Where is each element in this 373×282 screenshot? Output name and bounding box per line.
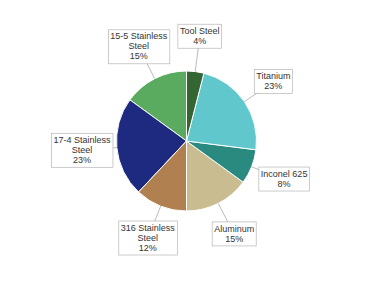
wedge <box>187 71 204 141</box>
data-label-line: 15% <box>130 52 148 62</box>
data-label: 316 StainlessSteel12% <box>121 223 176 253</box>
data-label-line: Steel <box>72 145 93 155</box>
labels: 15-5 StainlessSteel15%17-4 StainlessStee… <box>51 24 309 255</box>
data-label: 15-5 StainlessSteel15% <box>110 32 168 62</box>
data-label-line: 12% <box>139 243 157 253</box>
data-label-line: Aluminum <box>214 224 254 234</box>
label-box <box>259 167 310 191</box>
label-box <box>212 222 256 246</box>
chart: 15-5 StainlessSteel15%17-4 StainlessStee… <box>0 0 373 282</box>
wedges <box>117 71 257 211</box>
data-label-line: 316 Stainless <box>121 223 176 233</box>
wedge <box>139 141 187 211</box>
data-label: Inconel 6258% <box>261 169 308 189</box>
data-label-line: 17-4 Stainless <box>53 135 111 145</box>
data-label-line: 15-5 Stainless <box>110 32 168 42</box>
data-label-line: 23% <box>264 81 282 91</box>
data-label: Aluminum15% <box>214 224 254 244</box>
label-box <box>108 30 170 64</box>
label-box <box>51 133 113 167</box>
data-label-line: 4% <box>193 36 206 46</box>
pie: 15-5 StainlessSteel15%17-4 StainlessStee… <box>51 24 309 255</box>
data-label-line: 8% <box>278 179 291 189</box>
data-label-line: Steel <box>138 233 159 243</box>
data-label-line: Steel <box>129 42 150 52</box>
data-label-line: Inconel 625 <box>261 169 308 179</box>
data-label: Tool Steel4% <box>180 26 220 46</box>
data-label-line: Tool Steel <box>180 26 220 36</box>
label-box <box>178 24 222 48</box>
data-label-line: 15% <box>225 234 243 244</box>
label-box <box>119 221 178 255</box>
data-label: Titanium23% <box>256 71 290 91</box>
data-label-line: 23% <box>73 155 91 165</box>
data-label: 17-4 StainlessSteel23% <box>53 135 111 165</box>
data-label-line: Titanium <box>256 71 290 81</box>
label-box <box>254 69 292 93</box>
